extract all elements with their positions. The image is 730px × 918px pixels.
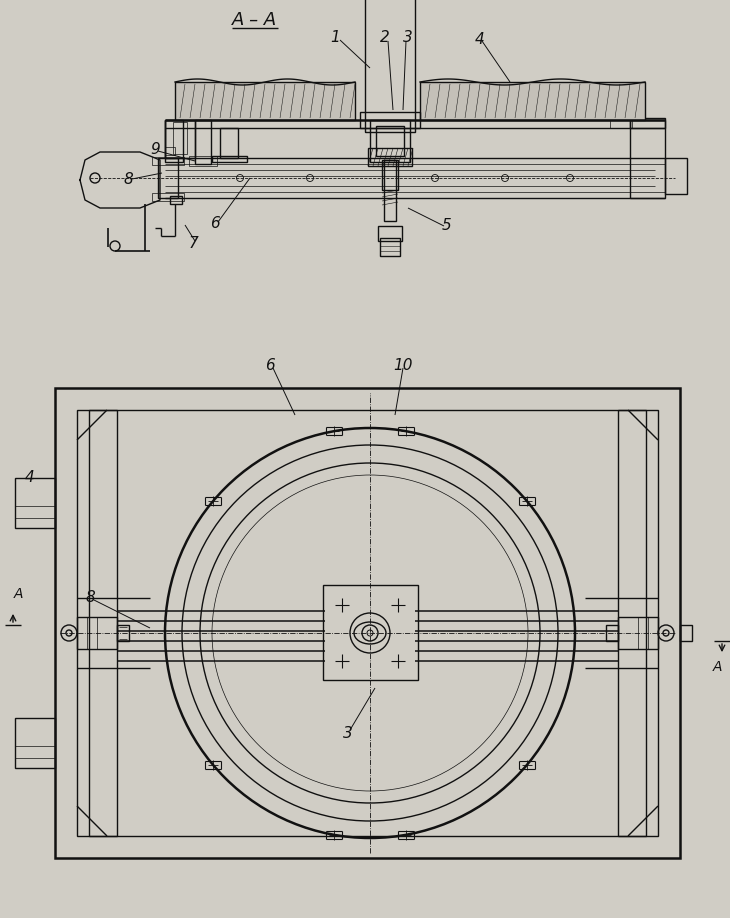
- Bar: [376, 126, 404, 156]
- Bar: [220, 128, 238, 158]
- Bar: [370, 120, 410, 162]
- Text: 8: 8: [85, 590, 95, 606]
- Bar: [15, 718, 55, 768]
- Bar: [152, 193, 184, 201]
- Bar: [618, 410, 646, 836]
- Text: 7: 7: [188, 236, 198, 251]
- Bar: [152, 157, 184, 165]
- Bar: [365, 0, 415, 132]
- Bar: [618, 617, 658, 649]
- Text: 6: 6: [265, 357, 275, 373]
- Bar: [175, 82, 355, 120]
- Text: 2: 2: [380, 30, 390, 46]
- Bar: [360, 112, 420, 128]
- Bar: [195, 120, 211, 164]
- Bar: [323, 585, 418, 680]
- Bar: [89, 410, 117, 836]
- Bar: [15, 478, 55, 528]
- Text: 6: 6: [210, 217, 220, 231]
- Bar: [77, 617, 117, 649]
- Bar: [170, 196, 182, 204]
- Bar: [165, 120, 195, 158]
- Text: 5: 5: [442, 218, 452, 233]
- Bar: [77, 410, 658, 836]
- Text: А: А: [712, 660, 722, 674]
- Bar: [165, 120, 183, 162]
- Bar: [630, 118, 665, 198]
- Bar: [117, 625, 129, 641]
- Bar: [380, 238, 400, 256]
- Bar: [630, 120, 665, 128]
- Bar: [384, 160, 396, 221]
- Bar: [212, 156, 247, 162]
- Bar: [382, 160, 398, 190]
- Bar: [158, 158, 178, 198]
- Bar: [368, 148, 412, 166]
- Bar: [189, 156, 217, 166]
- Text: А – А: А – А: [232, 11, 277, 29]
- Text: 10: 10: [393, 357, 412, 373]
- Text: 3: 3: [403, 30, 413, 46]
- Text: 4: 4: [25, 471, 35, 486]
- Text: 8: 8: [123, 173, 133, 187]
- Text: 3: 3: [343, 725, 353, 741]
- Text: 4: 4: [475, 32, 485, 48]
- Text: 1: 1: [330, 30, 340, 46]
- Bar: [165, 147, 175, 155]
- Text: А: А: [13, 587, 23, 601]
- Bar: [420, 82, 645, 120]
- Bar: [55, 388, 680, 858]
- Bar: [680, 625, 692, 641]
- Bar: [665, 158, 687, 194]
- Bar: [378, 226, 402, 241]
- Bar: [173, 122, 187, 154]
- Bar: [606, 625, 618, 641]
- Bar: [610, 112, 632, 128]
- Text: 9: 9: [150, 142, 160, 158]
